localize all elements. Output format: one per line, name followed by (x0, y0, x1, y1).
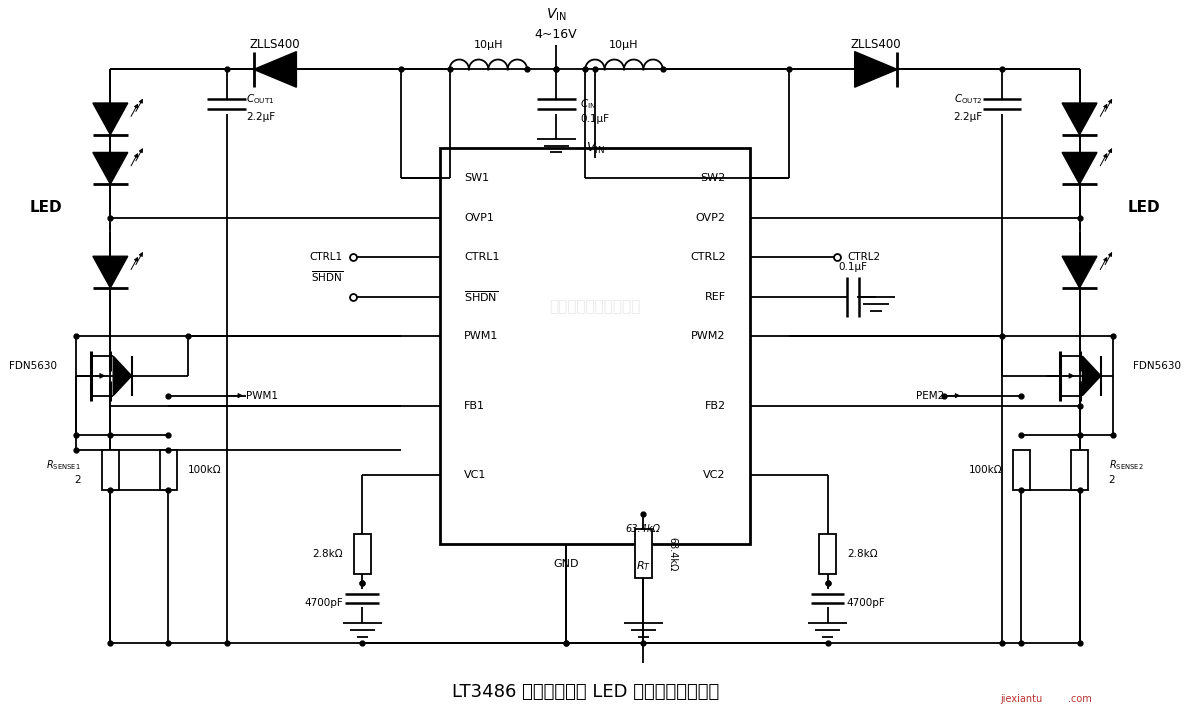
Bar (102, 450, 119, 489)
Text: FB1: FB1 (464, 401, 485, 410)
Text: 0.1μF: 0.1μF (581, 114, 610, 124)
Text: OVP1: OVP1 (464, 213, 494, 223)
Text: PWM1: PWM1 (464, 331, 498, 341)
Text: PWM1: PWM1 (246, 391, 278, 401)
Bar (1013, 450, 1030, 489)
Text: VC1: VC1 (464, 470, 486, 480)
Bar (440, 149, 750, 544)
Polygon shape (1062, 103, 1097, 134)
Bar (1070, 450, 1088, 489)
Text: LED: LED (1128, 200, 1160, 216)
Text: LED: LED (29, 200, 62, 216)
Text: 2.2μF: 2.2μF (954, 112, 983, 122)
Text: $R_{\rm SENSE2}$: $R_{\rm SENSE2}$ (1109, 458, 1144, 472)
Text: CTRL1: CTRL1 (464, 252, 499, 262)
Text: 4700pF: 4700pF (304, 598, 343, 608)
Text: .com: .com (1068, 694, 1092, 704)
Text: CTRL2: CTRL2 (690, 252, 726, 262)
Text: VC2: VC2 (703, 470, 726, 480)
Text: 4700pF: 4700pF (847, 598, 886, 608)
Text: 100kΩ: 100kΩ (968, 465, 1002, 475)
Text: $\overline{\rm SHDN}$: $\overline{\rm SHDN}$ (311, 269, 343, 285)
Text: 10μH: 10μH (474, 40, 503, 49)
Bar (635, 529, 652, 579)
Text: $\overline{\rm SHDN}$: $\overline{\rm SHDN}$ (464, 290, 498, 304)
Text: $C_{\rm OUT2}$: $C_{\rm OUT2}$ (954, 92, 983, 106)
Text: $V_{\rm IN}$: $V_{\rm IN}$ (546, 7, 566, 23)
Polygon shape (1082, 356, 1100, 396)
Text: 2: 2 (74, 475, 82, 485)
Text: 100kΩ: 100kΩ (188, 465, 222, 475)
Text: FDN5630: FDN5630 (10, 361, 58, 371)
Polygon shape (92, 256, 127, 288)
Polygon shape (113, 356, 132, 396)
Text: SW1: SW1 (464, 173, 490, 183)
Text: ZLLS400: ZLLS400 (250, 38, 300, 52)
Text: $R_T$: $R_T$ (636, 559, 650, 573)
Text: jiexiantu: jiexiantu (1001, 694, 1043, 704)
Text: $V_{\rm IN}$: $V_{\rm IN}$ (586, 141, 605, 156)
Bar (160, 450, 178, 489)
Text: PWM2: PWM2 (691, 331, 726, 341)
Text: $C_{\rm OUT1}$: $C_{\rm OUT1}$ (246, 92, 275, 106)
Polygon shape (253, 52, 296, 87)
Text: 2.8kΩ: 2.8kΩ (847, 549, 877, 559)
Text: 63.4kΩ: 63.4kΩ (626, 524, 661, 534)
Text: REF: REF (704, 292, 726, 302)
Bar (818, 534, 836, 574)
Text: FDN5630: FDN5630 (1133, 361, 1181, 371)
Polygon shape (1062, 256, 1097, 288)
Text: 4~16V: 4~16V (535, 28, 577, 41)
Bar (354, 534, 371, 574)
Text: CTRL2: CTRL2 (847, 252, 880, 262)
Text: PEM2: PEM2 (916, 391, 944, 401)
Text: GND: GND (553, 559, 578, 568)
Text: 杭州将智科技有限公司: 杭州将智科技有限公司 (550, 299, 641, 314)
Text: $R_{\rm SENSE1}$: $R_{\rm SENSE1}$ (47, 458, 82, 472)
Text: ZLLS400: ZLLS400 (851, 38, 901, 52)
Text: 10μH: 10μH (610, 40, 638, 49)
Polygon shape (1062, 152, 1097, 184)
Text: 2.8kΩ: 2.8kΩ (312, 549, 343, 559)
Text: 63.4kΩ: 63.4kΩ (667, 537, 678, 571)
Text: LT3486 双输出升压型 LED 驱动器的应用电路: LT3486 双输出升压型 LED 驱动器的应用电路 (451, 683, 719, 701)
Text: $C_{\rm IN}$: $C_{\rm IN}$ (581, 97, 596, 111)
Text: OVP2: OVP2 (696, 213, 726, 223)
Polygon shape (92, 103, 127, 134)
Polygon shape (854, 52, 898, 87)
Text: 0.1μF: 0.1μF (839, 262, 868, 272)
Text: 2.2μF: 2.2μF (246, 112, 275, 122)
Text: SW2: SW2 (701, 173, 726, 183)
Text: FB2: FB2 (704, 401, 726, 410)
Text: 2: 2 (1109, 475, 1115, 485)
Text: CTRL1: CTRL1 (310, 252, 343, 262)
Polygon shape (92, 152, 127, 184)
